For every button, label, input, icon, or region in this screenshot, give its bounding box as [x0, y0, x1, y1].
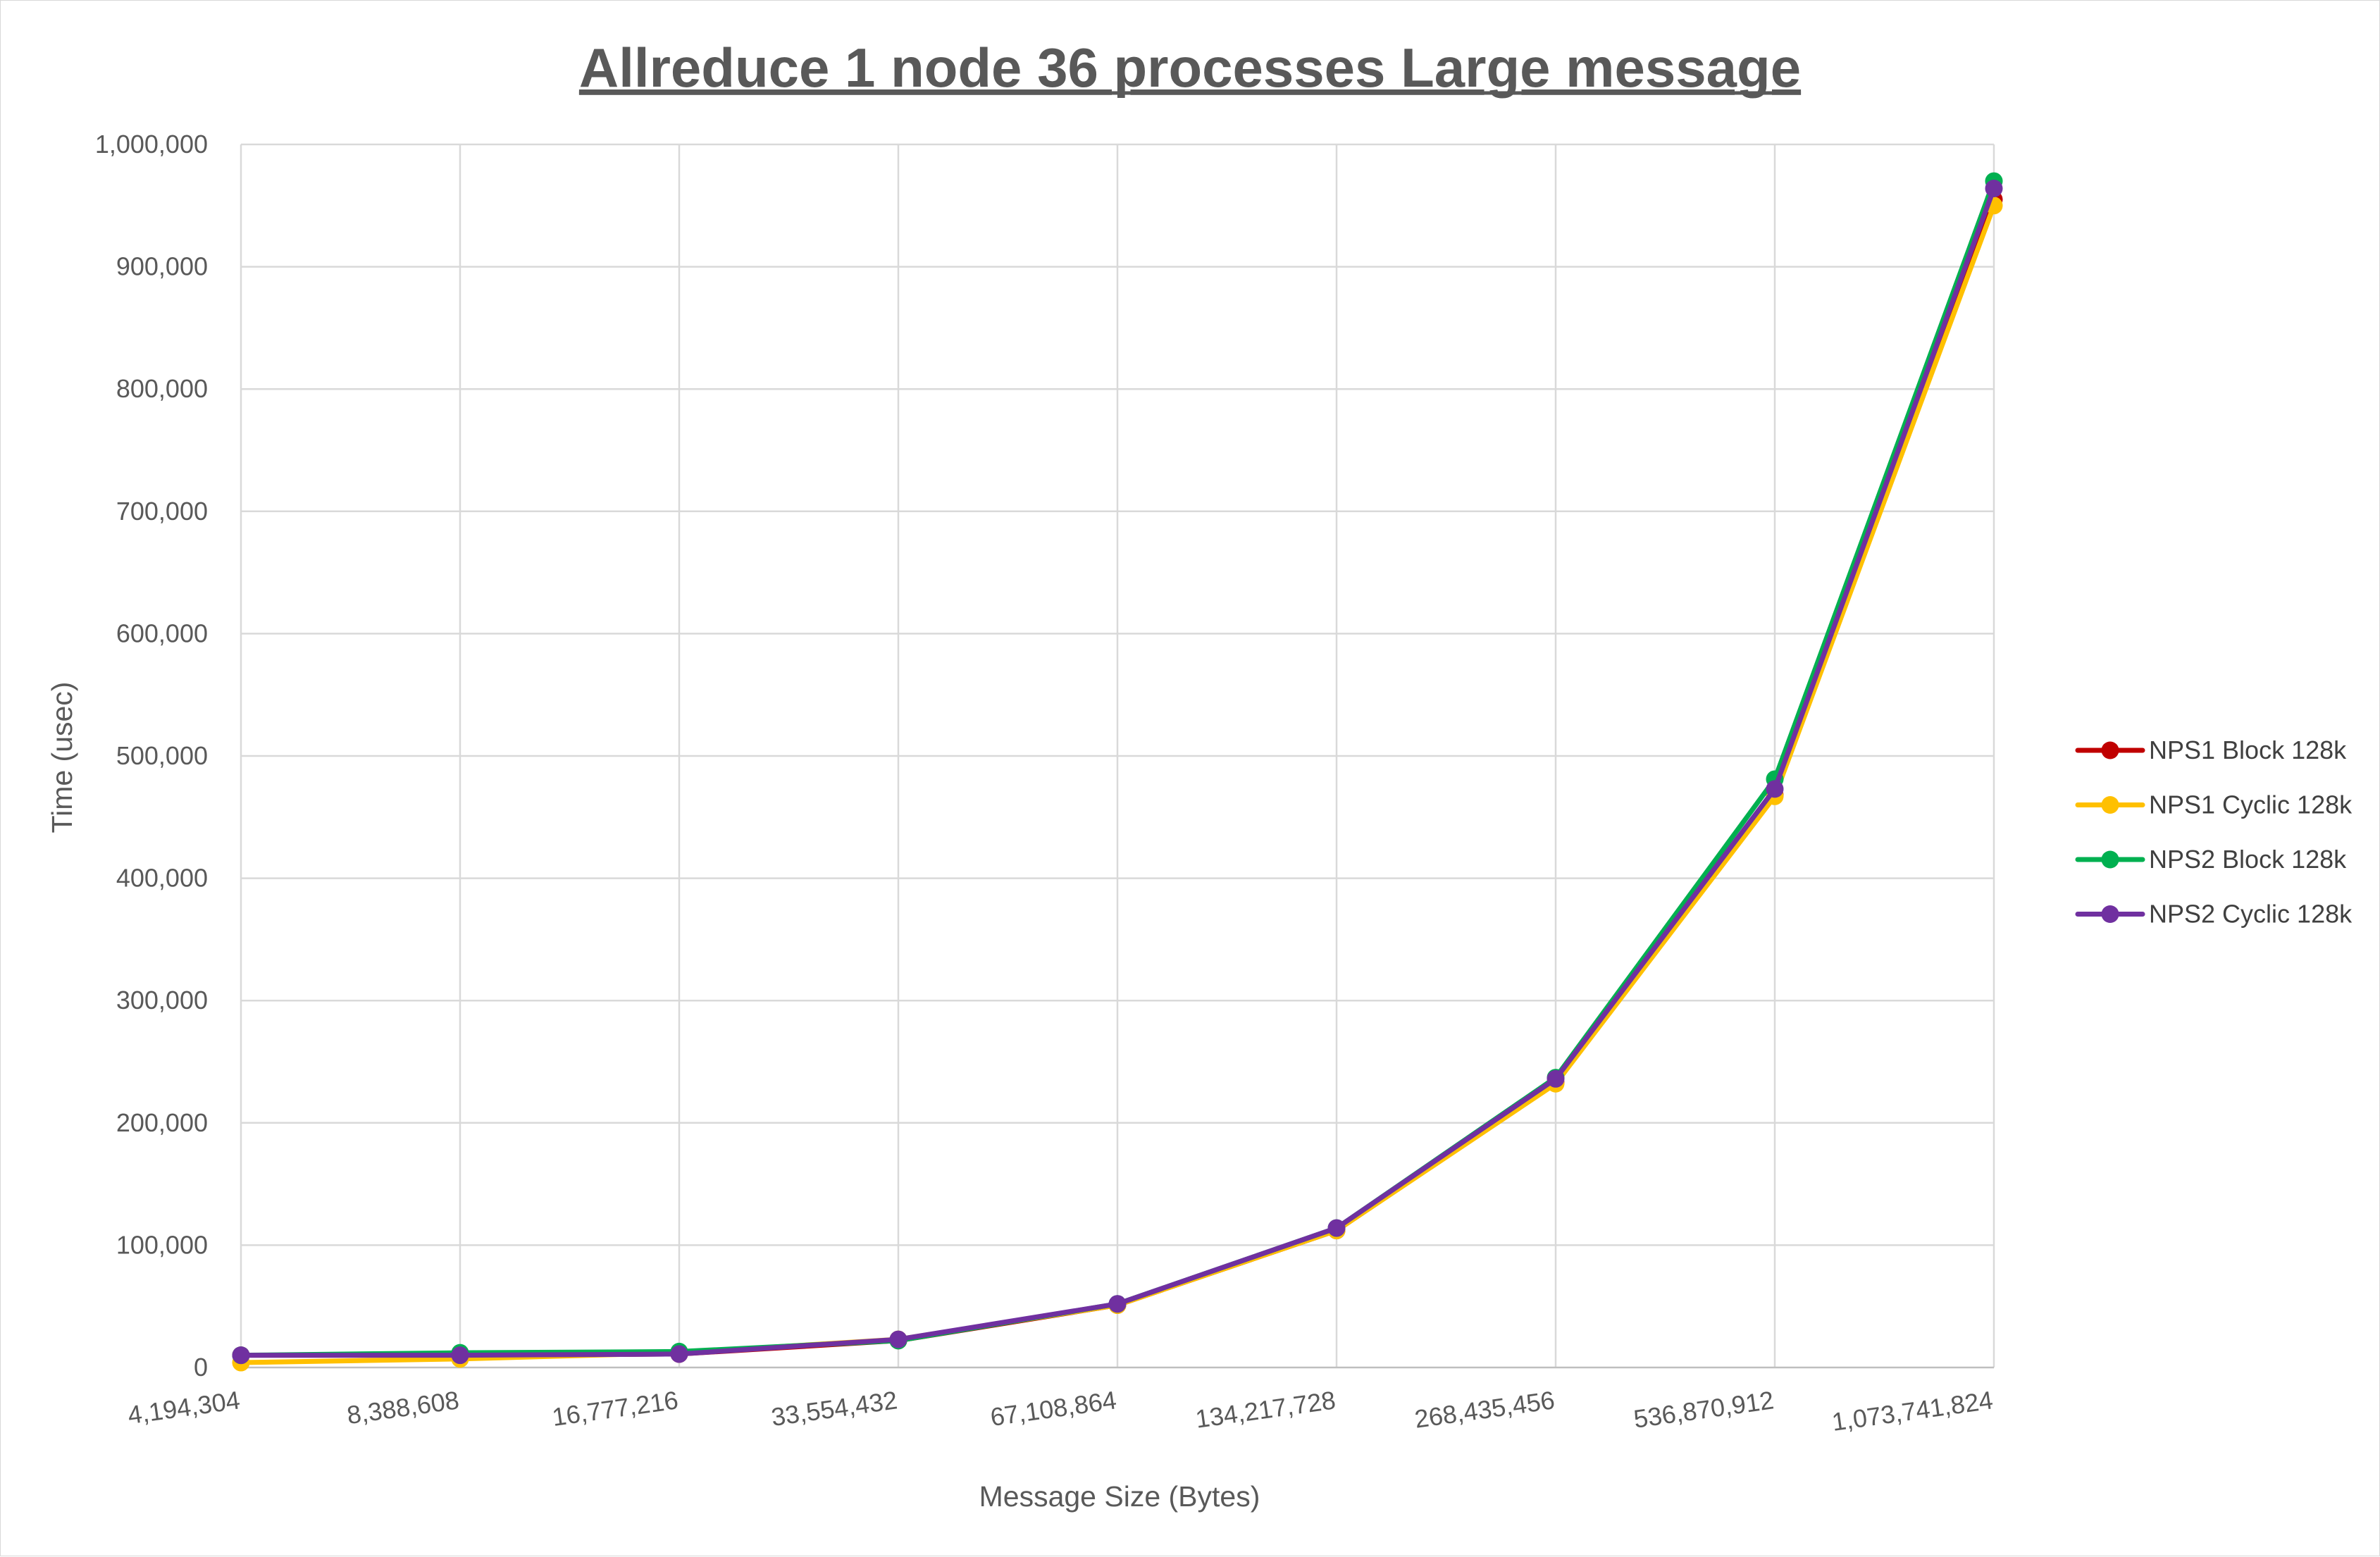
- legend-swatch-marker: [2101, 741, 2119, 759]
- legend-label: NPS1 Block 128k: [2149, 736, 2347, 764]
- data-point: [670, 1345, 688, 1363]
- x-tick-label: 4,194,304: [126, 1385, 242, 1429]
- x-tick-label: 1,073,741,824: [1830, 1385, 1995, 1437]
- x-tick-label: 67,108,864: [988, 1385, 1118, 1432]
- gridlines: [240, 143, 1995, 1367]
- series-4: [232, 179, 2003, 1365]
- x-tick-label: 536,870,912: [1632, 1385, 1775, 1433]
- data-point: [1327, 1219, 1346, 1237]
- legend-swatch-marker: [2101, 850, 2119, 869]
- x-tick-label: 8,388,608: [345, 1385, 461, 1429]
- legend: NPS1 Block 128k NPS1 Cyclic 128k NPS2 Bloc…: [2075, 736, 2353, 929]
- y-tick-label: 700,000: [116, 497, 208, 526]
- legend-item: NPS1 Block 128k: [2075, 736, 2347, 764]
- y-tick-label: 100,000: [116, 1230, 208, 1259]
- x-tick-label: 16,777,216: [550, 1385, 680, 1432]
- data-point: [232, 1346, 250, 1365]
- y-tick-label: 900,000: [116, 252, 208, 281]
- chart-title: Allreduce 1 node 36 processes Large mess…: [579, 37, 1801, 99]
- y-tick-label: 0: [194, 1353, 208, 1382]
- axes: 0 100,000 200,000 300,000 400,000 500,000 600,…: [95, 130, 1995, 1437]
- legend-label: NPS2 Block 128k: [2149, 845, 2347, 874]
- data-point: [1108, 1295, 1127, 1313]
- legend-swatch-marker: [2101, 796, 2119, 814]
- data-point: [451, 1346, 469, 1365]
- y-tick-label: 200,000: [116, 1108, 208, 1137]
- y-axis-title: Time (usec): [46, 682, 78, 833]
- x-tick-label: 33,554,432: [769, 1385, 899, 1432]
- legend-label: NPS1 Cyclic 128k: [2149, 790, 2353, 819]
- y-tick-label: 500,000: [116, 741, 208, 770]
- legend-item: NPS2 Block 128k: [2075, 845, 2347, 874]
- legend-item: NPS2 Cyclic 128k: [2075, 900, 2353, 929]
- y-tick-label: 1,000,000: [95, 130, 208, 159]
- series-group: [232, 172, 2003, 1372]
- data-point: [1547, 1069, 1565, 1088]
- x-tick-label: 134,217,728: [1194, 1385, 1337, 1433]
- legend-item: NPS1 Cyclic 128k: [2075, 790, 2353, 819]
- legend-swatch-marker: [2101, 905, 2119, 923]
- legend-label: NPS2 Cyclic 128k: [2149, 900, 2353, 929]
- data-point: [889, 1330, 907, 1348]
- data-point: [1766, 780, 1784, 798]
- x-tick-label: 268,435,456: [1413, 1385, 1556, 1433]
- x-axis-title: Message Size (Bytes): [979, 1480, 1260, 1513]
- y-tick-label: 600,000: [116, 619, 208, 647]
- data-point: [1985, 179, 2003, 197]
- y-tick-label: 800,000: [116, 374, 208, 403]
- y-tick-label: 300,000: [116, 986, 208, 1015]
- y-tick-label: 400,000: [116, 864, 208, 893]
